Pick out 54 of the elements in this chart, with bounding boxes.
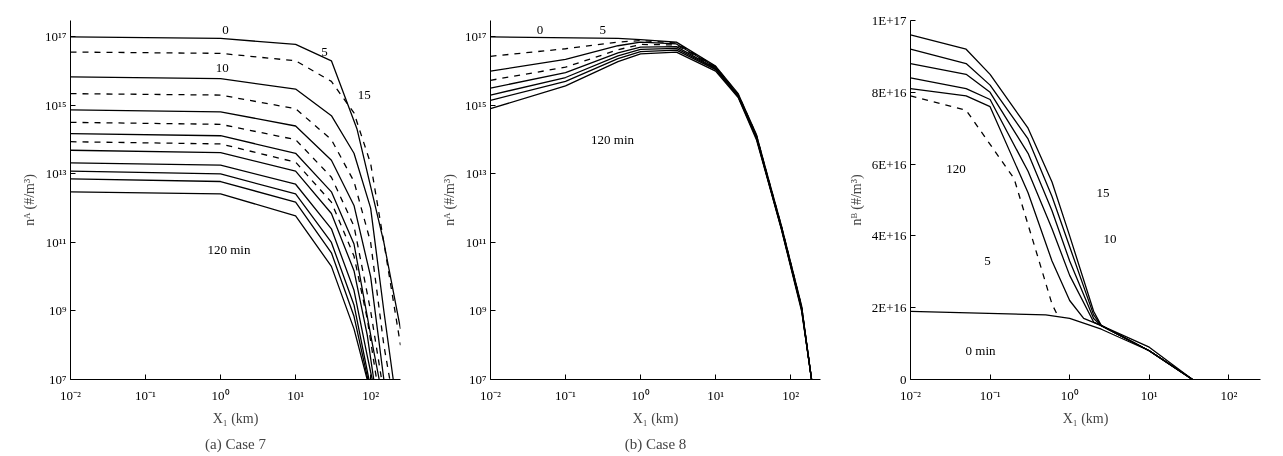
x-tick-label: 10⁻² (60, 387, 82, 403)
y-tick-label: 2E+16 (871, 300, 907, 316)
x-tick-label: 10¹ (1140, 387, 1158, 403)
y-axis-title: nᴮ (#/m³) (848, 174, 865, 226)
annotation: 5 (984, 253, 991, 269)
x-axis-title: X₁ (km) (632, 410, 679, 427)
x-tick-label: 10² (782, 387, 800, 403)
x-tick-label: 10⁻² (480, 387, 502, 403)
y-tick-label: 10⁷ (468, 372, 487, 387)
y-tick-label: 10¹¹ (465, 234, 487, 250)
x-tick-label: 10² (362, 387, 380, 403)
x-tick-label: 10⁻¹ (979, 387, 1001, 403)
y-tick-label: 10¹³ (465, 166, 487, 182)
annotation: 0 (536, 22, 544, 38)
y-tick-label: 10¹⁵ (45, 97, 67, 113)
y-tick-label: 10¹⁷ (465, 29, 487, 45)
x-tick-label: 10⁰ (631, 387, 650, 403)
annotation: 15 (357, 87, 371, 103)
y-tick-label: 10⁷ (48, 372, 67, 387)
x-tick-label: 10¹ (287, 387, 305, 403)
x-tick-label: 10⁻¹ (555, 387, 577, 403)
y-tick-label: 8E+16 (871, 84, 907, 100)
y-tick-label: 1E+17 (871, 13, 907, 28)
y-tick-label: 10¹¹ (45, 234, 67, 250)
text: (a) Case 7 (205, 435, 267, 453)
x-tick-label: 10⁰ (1060, 387, 1079, 403)
annotation: 120 min (207, 241, 251, 257)
x-axis-title: X₁ (km) (212, 410, 259, 427)
annotation: 15 (1096, 184, 1110, 200)
annotation: 10 (215, 59, 229, 75)
annotation: 10 (1103, 231, 1117, 247)
annotation: 0 (222, 22, 229, 38)
annotation: 120 min (591, 132, 635, 148)
y-tick-label: 10⁹ (468, 303, 487, 319)
y-tick-label: 0 (900, 372, 907, 387)
y-tick-label: 4E+16 (871, 228, 907, 244)
y-tick-label: 10⁹ (48, 303, 67, 319)
text: (b) Case 8 (624, 435, 687, 453)
x-axis-title: X₁ (km) (1062, 410, 1109, 427)
x-tick-label: 10⁰ (211, 387, 230, 403)
x-tick-label: 10⁻² (900, 387, 922, 403)
annotation: 0 min (965, 343, 996, 359)
x-tick-label: 10⁻¹ (135, 387, 157, 403)
annotation: 5 (321, 44, 328, 60)
y-tick-label: 10¹³ (45, 166, 67, 182)
x-tick-label: 10² (1220, 387, 1238, 403)
annotation: 5 (599, 22, 606, 38)
y-axis-title: nᴬ (#/m³) (442, 173, 459, 226)
y-tick-label: 10¹⁷ (45, 29, 67, 45)
annotation: 120 (946, 161, 966, 177)
y-axis-title: nᴬ (#/m³) (22, 173, 39, 226)
y-tick-label: 10¹⁵ (465, 97, 487, 113)
y-tick-label: 6E+16 (871, 156, 907, 172)
x-tick-label: 10¹ (707, 387, 725, 403)
